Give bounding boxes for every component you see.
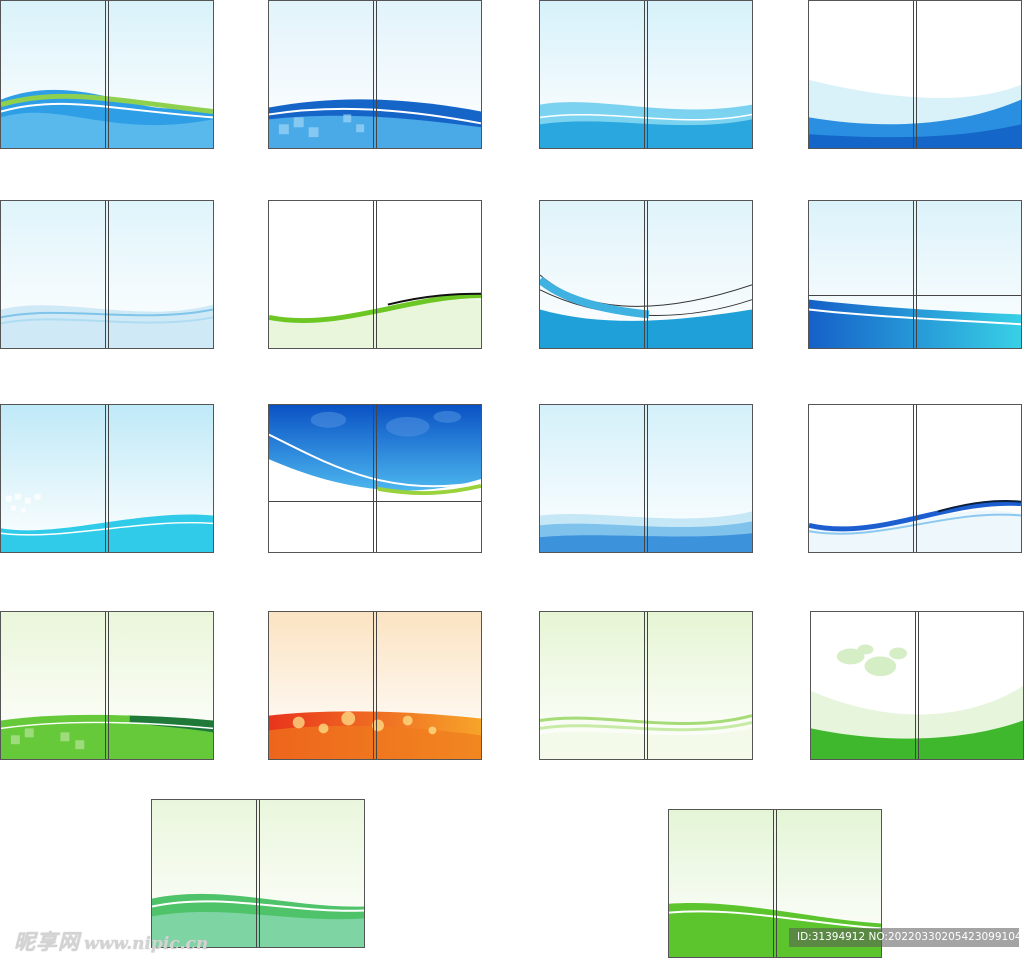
spine-fold (915, 612, 919, 759)
spine-fold (105, 201, 109, 348)
cover-template-4[interactable] (808, 0, 1022, 149)
watermark-site-name: 昵享网 (14, 930, 80, 954)
spine-fold (373, 1, 377, 148)
cover-artwork (540, 1, 752, 148)
spine-fold (913, 201, 917, 348)
image-id-bar: ID:31394912 NO:20220330205423099104 (789, 928, 1022, 947)
cover-template-15[interactable] (539, 611, 753, 760)
fold-line (269, 501, 481, 502)
cover-artwork (269, 612, 481, 759)
cover-template-2[interactable] (268, 0, 482, 149)
cover-template-12[interactable] (808, 404, 1022, 553)
spine-fold (644, 1, 648, 148)
spine-fold (773, 810, 777, 957)
cover-template-11[interactable] (539, 404, 753, 553)
cover-artwork (540, 405, 752, 552)
cover-template-9[interactable] (0, 404, 214, 553)
cover-artwork (269, 405, 481, 552)
spine-fold (913, 405, 917, 552)
spine-fold (644, 201, 648, 348)
cover-artwork (1, 201, 213, 348)
cover-template-16[interactable] (810, 611, 1024, 760)
cover-artwork (540, 201, 752, 348)
cover-template-6[interactable] (268, 200, 482, 349)
spine-fold (105, 405, 109, 552)
cover-artwork (152, 800, 364, 947)
spine-fold (644, 405, 648, 552)
cover-template-17[interactable] (151, 799, 365, 948)
watermark-url: www.nipic.cn (84, 934, 209, 954)
spine-fold (644, 612, 648, 759)
cover-artwork (809, 405, 1021, 552)
spine-fold (256, 800, 260, 947)
cover-artwork (269, 1, 481, 148)
spine-fold (105, 1, 109, 148)
cover-template-7[interactable] (539, 200, 753, 349)
fold-line (809, 295, 1021, 296)
cover-template-1[interactable] (0, 0, 214, 149)
cover-template-3[interactable] (539, 0, 753, 149)
spine-fold (373, 405, 377, 552)
cover-artwork (1, 405, 213, 552)
cover-artwork (269, 201, 481, 348)
cover-artwork (809, 201, 1021, 348)
cover-template-10[interactable] (268, 404, 482, 553)
spine-fold (105, 612, 109, 759)
spine-fold (373, 612, 377, 759)
cover-artwork (1, 1, 213, 148)
cover-artwork (1, 612, 213, 759)
cover-artwork (540, 612, 752, 759)
spine-fold (913, 1, 917, 148)
cover-template-5[interactable] (0, 200, 214, 349)
cover-artwork (809, 1, 1021, 148)
cover-template-13[interactable] (0, 611, 214, 760)
cover-artwork (811, 612, 1023, 759)
spine-fold (373, 201, 377, 348)
cover-template-8[interactable] (808, 200, 1022, 349)
site-watermark: 昵享网 www.nipic.cn (14, 926, 208, 956)
cover-template-14[interactable] (268, 611, 482, 760)
